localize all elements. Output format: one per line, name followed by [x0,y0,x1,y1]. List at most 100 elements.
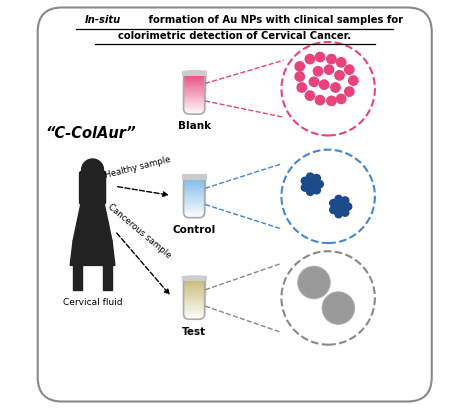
Bar [183,290,205,292]
Circle shape [336,297,341,301]
Bar [182,276,206,280]
Bar [183,303,205,304]
Text: Control: Control [173,225,216,235]
Circle shape [311,289,316,294]
FancyBboxPatch shape [38,7,432,402]
Circle shape [302,280,308,285]
Bar [183,76,205,77]
Circle shape [345,87,354,96]
Bar [183,211,205,212]
Bar [183,207,205,208]
Bar [183,78,205,79]
Bar [183,112,205,113]
Bar [183,188,205,189]
Circle shape [320,280,325,285]
Bar [183,306,205,308]
Bar [183,276,205,278]
Circle shape [318,274,323,279]
Bar [183,282,205,283]
Bar [183,110,205,111]
Bar [183,310,205,311]
Bar [183,106,205,107]
Bar [183,99,205,100]
Circle shape [327,54,336,64]
Bar [183,85,205,86]
Circle shape [337,203,344,210]
Bar [183,196,205,198]
Bar [183,202,205,204]
Circle shape [345,203,352,210]
Bar [183,191,205,192]
Bar [183,175,205,176]
Bar [183,194,205,196]
Bar [183,317,205,318]
Bar [73,265,82,290]
Circle shape [345,306,350,310]
Text: Test: Test [182,326,206,337]
Circle shape [330,200,337,207]
Circle shape [319,80,329,89]
Bar [183,286,205,287]
Circle shape [305,54,315,64]
Bar [183,298,205,299]
Circle shape [295,72,304,81]
Bar [183,212,205,213]
Circle shape [308,180,316,188]
Bar [183,87,205,88]
Bar [183,294,205,296]
Bar [183,183,205,184]
Circle shape [305,91,315,100]
Bar [183,94,205,95]
Circle shape [322,292,355,324]
Bar [183,291,205,292]
Bar [183,283,205,284]
Bar [183,285,205,286]
Circle shape [330,206,337,213]
Circle shape [313,187,320,194]
Bar [183,84,205,85]
Bar [183,97,205,98]
Bar [183,312,205,314]
Bar [183,86,205,88]
Circle shape [336,315,341,319]
Bar [183,312,205,313]
Bar [183,308,205,310]
Circle shape [315,52,325,62]
Circle shape [313,67,323,76]
Bar [183,195,205,196]
Bar [183,80,205,81]
Circle shape [337,203,344,210]
Bar [183,305,205,306]
Bar [183,315,205,316]
Bar [183,204,205,205]
Circle shape [337,94,346,103]
Circle shape [309,77,319,86]
Bar [183,92,205,93]
Circle shape [297,83,306,92]
Bar [183,190,205,191]
Bar [183,192,205,193]
Bar [183,103,205,105]
Bar [183,299,205,300]
Bar [183,82,205,83]
Circle shape [295,62,304,71]
Bar [183,193,205,194]
Bar [183,214,205,216]
Circle shape [342,299,347,304]
Bar [183,102,205,103]
Bar [183,189,205,190]
Circle shape [335,210,342,218]
Circle shape [282,42,375,135]
Circle shape [282,251,375,345]
Circle shape [301,177,309,184]
Text: colorimetric detection of Cervical Cancer.: colorimetric detection of Cervical Cance… [118,31,351,41]
Circle shape [341,209,349,216]
Circle shape [307,173,314,180]
Bar [183,318,205,319]
Bar [183,88,205,90]
Bar [183,200,205,202]
Bar [183,186,205,187]
Circle shape [301,184,309,191]
Circle shape [311,271,316,276]
Bar [183,177,205,178]
